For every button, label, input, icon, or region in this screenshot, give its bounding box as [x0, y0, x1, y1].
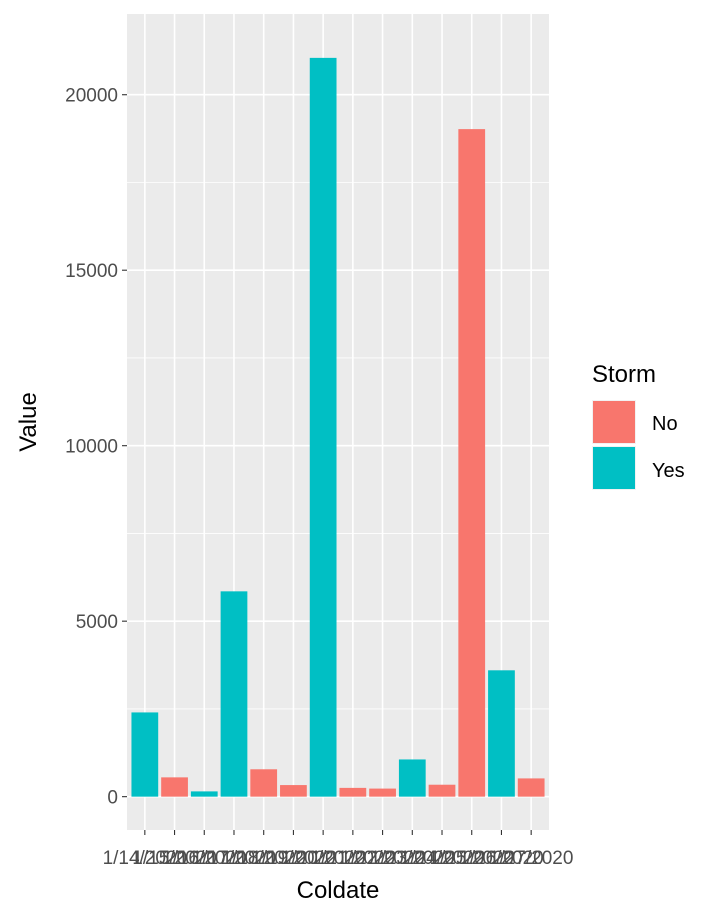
legend-label-no: No: [652, 413, 678, 435]
bar-1-16-2020: [190, 791, 218, 797]
legend: Storm No Yes: [592, 361, 685, 490]
x-tick-label: 1/24/2020: [400, 848, 485, 869]
x-tick-label: 1/16/2020: [162, 848, 247, 869]
y-tick-label: 15000: [65, 261, 118, 282]
bar-1-18-2020: [250, 769, 278, 797]
x-tick-label: 1/19/2020: [251, 848, 336, 869]
x-tick-label: 1/15/2020: [132, 848, 217, 869]
bar-1-25-2020: [458, 129, 486, 797]
x-tick-label: 1/20/2020: [281, 848, 366, 869]
legend-swatch-no: [593, 401, 635, 443]
plot-panel: [127, 14, 549, 830]
bar-1-14-2020: [131, 712, 159, 797]
x-tick-label: 1/22/2020: [340, 848, 425, 869]
bar-1-26-2020: [488, 670, 515, 797]
x-axis: 1/14/20201/15/20201/16/20201/17/20201/18…: [103, 830, 574, 869]
legend-title: Storm: [592, 361, 656, 388]
legend-label-yes: Yes: [652, 460, 685, 482]
bar-1-19-2020: [280, 785, 307, 797]
y-axis-title: Value: [15, 392, 42, 452]
bar-1-20-2020: [309, 57, 337, 797]
bar-1-15-2020: [161, 777, 188, 797]
x-tick-label: 1/14/2020: [103, 848, 188, 869]
bar-1-22-2020: [369, 788, 396, 797]
x-axis-title: Coldate: [297, 877, 380, 904]
x-tick-label: 1/23/2020: [370, 848, 455, 869]
y-tick-label: 10000: [65, 437, 118, 458]
x-tick-label: 1/21/2020: [311, 848, 396, 869]
y-tick-label: 20000: [65, 86, 118, 107]
bars: [131, 57, 545, 797]
bar-1-27-2020: [517, 778, 545, 797]
bar-1-21-2020: [339, 787, 367, 797]
y-axis: 0 5000 10000 15000 20000: [65, 86, 127, 809]
x-tick-label: 1/18/2020: [221, 848, 306, 869]
legend-swatch-yes: [593, 447, 635, 489]
x-tick-label: 1/25/2020: [429, 848, 514, 869]
x-tick-label: 1/17/2020: [192, 848, 277, 869]
x-tick-label: 1/27/2020: [489, 848, 574, 869]
bar-1-24-2020: [428, 784, 456, 797]
y-tick-label: 0: [107, 788, 118, 809]
bar-1-17-2020: [220, 591, 248, 797]
x-tick-label: 1/26/2020: [459, 848, 544, 869]
y-tick-label: 5000: [76, 612, 118, 633]
bar-1-23-2020: [398, 759, 426, 797]
